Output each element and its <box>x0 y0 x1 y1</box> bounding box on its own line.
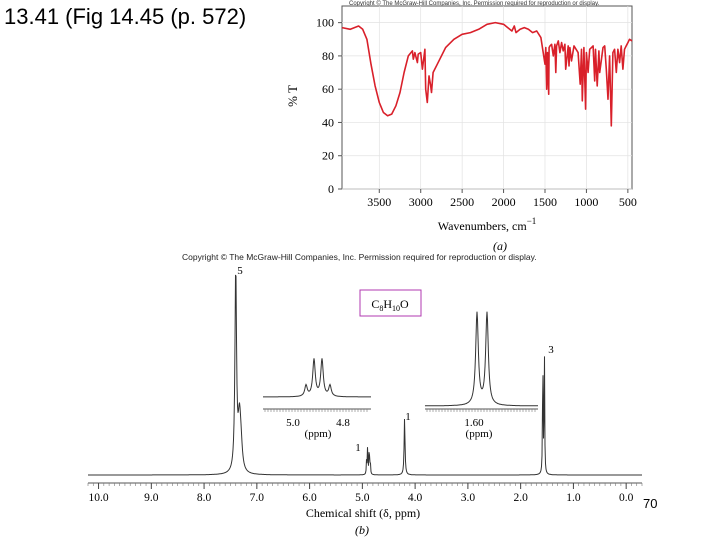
nmr-x-axis-label: Chemical shift (δ, ppm) <box>306 506 420 520</box>
nmr-copyright: Copyright © The McGraw-Hill Companies, I… <box>182 252 537 262</box>
ir-x-tick-label: 1000 <box>574 195 598 209</box>
molecular-formula: C8H10O <box>371 297 409 313</box>
nmr-x-tick-label: 2.0 <box>513 492 528 504</box>
ir-x-tick-label: 500 <box>619 195 637 209</box>
ir-plot-frame <box>341 5 633 190</box>
ir-x-tick-label: 3500 <box>367 195 391 209</box>
nmr-x-axis: 10.0 9.0 8.0 7.0 6.0 5.0 4.0 3.0 2.0 1.0 0.0 <box>88 483 634 504</box>
nmr-x-tick-label: 6.0 <box>302 492 317 504</box>
nmr-x-tick-label: 0.0 <box>619 492 634 504</box>
ir-y-tick-label: 60 <box>322 82 334 96</box>
ir-y-tick-label: 40 <box>322 115 334 129</box>
doublet-inset-axis-label: (ppm) <box>466 428 493 440</box>
nmr-integration-label: 3 <box>548 344 554 356</box>
ir-x-tick-label: 1500 <box>533 195 557 209</box>
nmr-x-tick-label: 10.0 <box>88 492 108 504</box>
nmr-panel-label: (b) <box>355 523 369 537</box>
ir-x-tick-label: 2500 <box>450 195 474 209</box>
ir-y-axis-label: % T <box>285 85 300 107</box>
doublet-inset-tick-label: 1.60 <box>464 417 484 429</box>
ir-y-tick-label: 0 <box>328 182 334 196</box>
nmr-integration-labels: 5 1 1 3 <box>237 265 554 454</box>
slide-title: 13.41 (Fig 14.45 (p. 572) <box>4 4 247 29</box>
quartet-inset-ticks <box>264 409 368 412</box>
quartet-inset-tick-label: 4.8 <box>336 417 350 429</box>
nmr-spectrum-panel: 10.0 9.0 8.0 7.0 6.0 5.0 4.0 3.0 2.0 1.0 0.0 5113 … <box>87 265 643 537</box>
ir-x-axis-label-exponent: −1 <box>527 216 537 226</box>
ir-spectrum-line <box>341 21 633 127</box>
ir-spectrum-panel: 3500 3000 2500 2000 1500 1000 500 0 20 40 60 80 100… <box>285 5 637 253</box>
ir-x-axis: 3500 3000 2500 2000 1500 1000 500 <box>367 189 637 209</box>
nmr-x-tick-label: 5.0 <box>355 492 370 504</box>
ir-x-tick-label: 3000 <box>409 195 433 209</box>
formula-box <box>359 289 422 317</box>
quartet-inset-axis-label: (ppm) <box>305 428 332 440</box>
ir-y-tick-label: 100 <box>316 16 334 30</box>
ir-y-tick-label: 20 <box>322 149 334 163</box>
ir-copyright: Copyright © The McGraw-Hill Companies, I… <box>349 1 600 7</box>
nmr-x-tick-label: 8.0 <box>197 492 212 504</box>
quartet-inset: 5.0 4.8 (ppm) <box>263 358 371 440</box>
ir-panel-label: (a) <box>493 239 507 253</box>
nmr-x-tick-label: 1.0 <box>566 492 581 504</box>
nmr-x-tick-label: 3.0 <box>461 492 476 504</box>
ir-y-axis: 0 20 40 60 80 100 <box>316 16 342 196</box>
doublet-inset-ticks <box>426 409 536 412</box>
nmr-x-tick-label: 4.0 <box>408 492 423 504</box>
nmr-x-tick-label: 7.0 <box>250 492 265 504</box>
doublet-inset: 1.60 (ppm) <box>424 311 538 440</box>
ir-y-tick-label: 80 <box>322 49 334 63</box>
quartet-inset-curve <box>263 358 371 398</box>
ir-x-axis-label: Wavenumbers, cm−1 <box>438 216 537 233</box>
nmr-integration-label: 1 <box>355 442 361 454</box>
nmr-integration-label: 1 <box>405 411 411 423</box>
quartet-inset-tick-label: 5.0 <box>286 417 300 429</box>
nmr-integration-label: 5 <box>237 265 243 277</box>
ir-x-tick-label: 2000 <box>492 195 516 209</box>
page-number: 70 <box>643 496 658 511</box>
ir-x-axis-label-text: Wavenumbers, cm <box>438 219 528 233</box>
nmr-x-tick-label: 9.0 <box>144 492 159 504</box>
ir-grid <box>342 6 632 190</box>
nmr-spectrum-line <box>88 274 642 476</box>
doublet-inset-curve <box>424 311 538 407</box>
